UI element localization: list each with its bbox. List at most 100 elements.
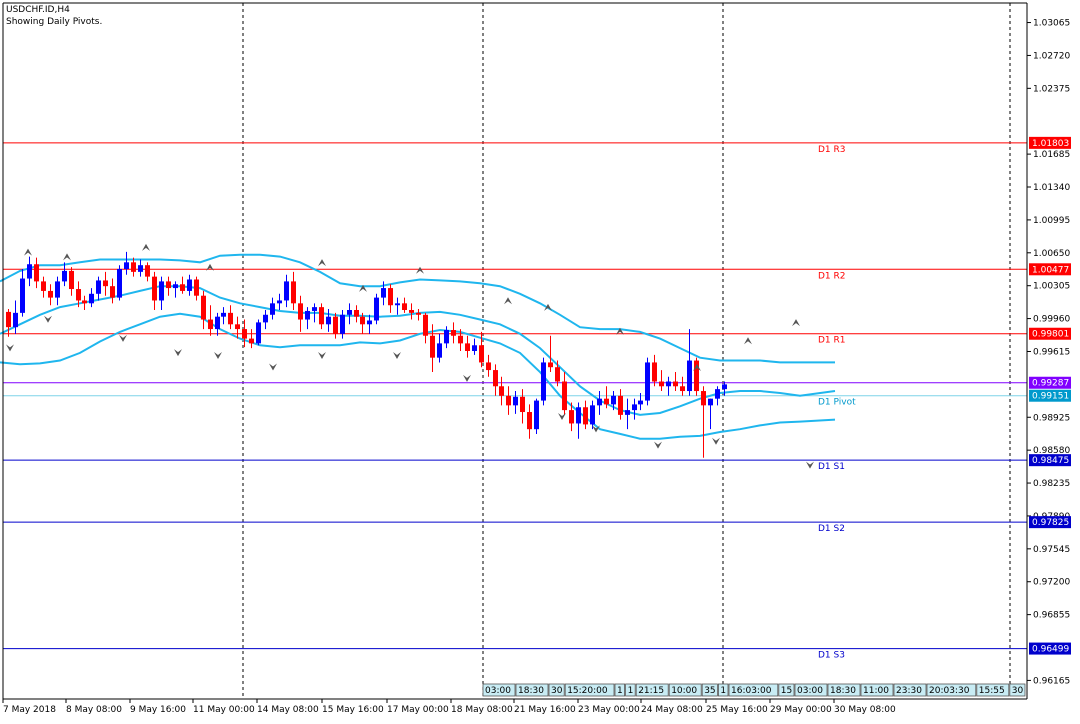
candle-body <box>395 303 400 306</box>
price-axis-label: 0.97545 <box>1033 545 1070 555</box>
pivot-level-label: D1 R3 <box>818 145 846 155</box>
candle-body <box>55 281 60 298</box>
price-axis-label: 1.00995 <box>1033 216 1070 226</box>
candle-body <box>541 362 546 401</box>
candle-body <box>527 412 532 430</box>
fractal-up-marker <box>504 297 512 305</box>
candle-body <box>374 297 379 321</box>
time-axis-label: 25 May 16:00 <box>706 705 768 715</box>
candle-body <box>187 279 192 291</box>
candle-body <box>34 264 39 282</box>
time-tag-box <box>893 683 927 697</box>
candle-body <box>103 280 108 287</box>
price-axis-label: 0.98580 <box>1033 446 1070 456</box>
time-tag-box <box>926 683 977 697</box>
candle-body <box>409 310 414 313</box>
price-axis-label: 1.02375 <box>1033 84 1070 94</box>
time-tag-text: 15:20:00 <box>567 686 608 696</box>
time-tag-box <box>625 683 636 697</box>
candle-body <box>138 265 143 272</box>
candle-body <box>673 381 678 387</box>
pivot-price-tag-text: 0.98475 <box>1032 456 1069 466</box>
fractal-up-marker <box>63 253 71 261</box>
time-tag-text: 21:15 <box>638 686 664 696</box>
candle-body <box>423 314 428 336</box>
fractal-down-marker <box>654 441 662 449</box>
pivot-level-label: D1 Pivot <box>818 398 856 408</box>
candle-body <box>562 381 567 411</box>
candle-body <box>486 362 491 371</box>
time-tag-box <box>728 683 779 697</box>
time-tag-text: 23:30 <box>896 686 922 696</box>
candle-body <box>6 311 11 328</box>
candle-body <box>145 265 150 277</box>
fractal-down-marker <box>119 334 127 342</box>
time-axis-label: 21 May 16:00 <box>514 705 576 715</box>
candle-body <box>89 293 94 304</box>
pivot-price-tag <box>1029 454 1071 467</box>
time-tag-text: 15:55 <box>979 686 1005 696</box>
time-tag-text: 15 <box>781 686 792 696</box>
time-tag-text: 1 <box>628 686 634 696</box>
time-tag-text: 11:00 <box>863 686 889 696</box>
candle-body <box>201 295 206 320</box>
candle-body <box>652 362 657 382</box>
candle-body <box>360 316 365 325</box>
fractal-up-marker <box>359 284 367 292</box>
pivot-price-tag <box>1029 327 1071 340</box>
price-axis-label: 0.98925 <box>1033 413 1070 423</box>
candle-body <box>513 396 518 406</box>
fractal-up-marker <box>318 259 326 267</box>
candle-body <box>604 398 609 405</box>
candle-body <box>687 360 692 392</box>
candle-body <box>659 381 664 387</box>
candle-body <box>437 343 442 358</box>
candle-body <box>270 303 275 315</box>
candle-body <box>263 314 268 323</box>
candle-body <box>27 264 32 279</box>
candle-body <box>402 303 407 311</box>
candle-body <box>388 288 393 306</box>
time-tag-box <box>548 683 565 697</box>
bollinger-middle-band <box>0 285 836 416</box>
fractal-down-marker <box>6 344 14 352</box>
time-tag-box <box>794 683 828 697</box>
fractal-up-marker <box>416 266 424 274</box>
time-tag-text: 10:00 <box>671 686 697 696</box>
candle-body <box>520 396 525 413</box>
time-tag-box <box>515 683 549 697</box>
candle-body <box>333 316 338 334</box>
fractal-down-marker <box>214 352 222 359</box>
chart-symbol-label: USDCHF.ID,H4 <box>6 5 70 15</box>
fractal-up-marker <box>206 263 214 271</box>
candle-body <box>13 312 18 328</box>
time-axis-label: 30 May 08:00 <box>834 705 896 715</box>
candle-body <box>618 395 623 415</box>
candle-body <box>381 288 386 298</box>
candle-body <box>694 360 699 392</box>
candle-body <box>284 281 289 301</box>
candle-body <box>159 281 164 301</box>
time-axis-label: 24 May 08:00 <box>641 705 703 715</box>
fractal-down-marker <box>712 437 720 445</box>
fractal-down-marker <box>463 374 471 382</box>
time-tag-box <box>1009 683 1026 697</box>
candle-body <box>444 330 449 344</box>
time-axis-label: 14 May 08:00 <box>257 705 319 715</box>
candle-body <box>82 300 87 304</box>
candle-body <box>632 404 637 411</box>
candle-body <box>576 407 581 424</box>
candle-body <box>590 405 595 425</box>
time-axis-label: 18 May 08:00 <box>451 705 513 715</box>
candle-body <box>291 281 296 304</box>
candle-body <box>117 269 122 298</box>
candle-body <box>493 370 498 387</box>
pivot-price-tag <box>1029 516 1071 529</box>
candle-body <box>298 303 303 320</box>
candle-body <box>451 330 456 336</box>
fractal-up-marker <box>616 327 624 335</box>
candle-body <box>680 386 685 392</box>
